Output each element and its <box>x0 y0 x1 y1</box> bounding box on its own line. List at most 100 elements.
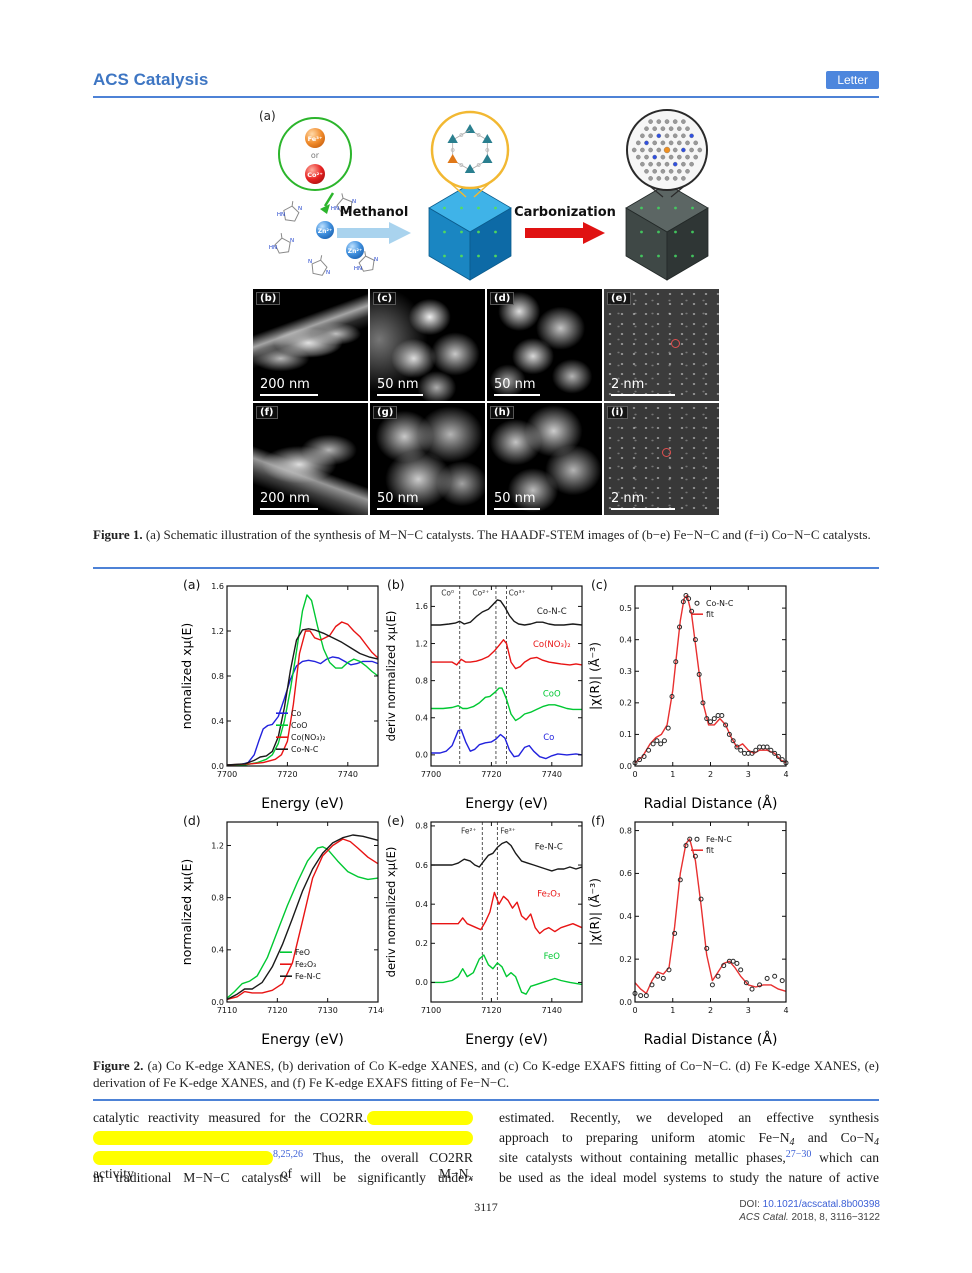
svg-text:normalized xμ(E): normalized xμ(E) <box>180 859 194 965</box>
svg-text:1.2: 1.2 <box>211 841 224 850</box>
svg-text:N: N <box>374 257 378 263</box>
zn-ion-1-label: Zn²⁺ <box>318 228 332 235</box>
svg-text:Fe-N-C: Fe-N-C <box>535 842 563 852</box>
figure2-panel-b: Co⁰ Co²⁺ Co³⁺ Co-N-C Co(NO₃)₂ CoO Co 7700 7720 77… <box>384 576 588 812</box>
highlight-bar <box>93 1131 473 1145</box>
body-text: be used as the ideal model systems to st… <box>499 1170 879 1185</box>
svg-text:Co-N-C: Co-N-C <box>706 599 734 608</box>
svg-text:7700: 7700 <box>421 770 441 779</box>
svg-text:fit: fit <box>706 610 714 619</box>
figure1a-schematic: (a) Fe³⁺ or Co²⁺ HN N HN N HN N N N <box>259 109 709 281</box>
svg-text:FeO: FeO <box>295 948 310 957</box>
panel-tag: (e) <box>607 292 631 305</box>
scale-bar-label: 2 nm <box>611 491 645 506</box>
citation-text: 2018, 8, 3116−3122 <box>791 1212 880 1223</box>
svg-text:0.0: 0.0 <box>211 762 224 771</box>
svg-text:7110: 7110 <box>217 1006 237 1015</box>
fe-ion-label: Fe³⁺ <box>308 135 323 143</box>
svg-text:7140: 7140 <box>542 1006 562 1015</box>
article-type-badge: Letter <box>826 71 879 89</box>
panel-tag: (b) <box>256 292 281 305</box>
svg-text:Energy (eV): Energy (eV) <box>261 796 344 812</box>
panel-tag: (c) <box>591 577 608 592</box>
svg-text:0.4: 0.4 <box>415 714 428 723</box>
stem-image-h: (h) 50 nm <box>487 403 602 515</box>
stem-image-b: (b) 200 nm <box>253 289 368 401</box>
svg-text:0: 0 <box>632 1006 637 1015</box>
panel-tag: (c) <box>373 292 397 305</box>
panel-tag: (a) <box>183 577 201 592</box>
chart-panel-a: 7700 7720 7740 0.0 0.4 0.8 1.2 1.6 Energy (eV) no… <box>180 582 379 812</box>
down-arrow-icon <box>323 192 335 207</box>
figure1-caption-lead: Figure 1. <box>93 527 143 542</box>
svg-text:|χ(R)| (Å⁻³): |χ(R)| (Å⁻³) <box>588 878 602 946</box>
svg-text:Co-N-C: Co-N-C <box>537 607 567 617</box>
svg-text:0.0: 0.0 <box>619 998 632 1007</box>
svg-text:HN: HN <box>331 206 339 212</box>
svg-text:N: N <box>326 270 330 276</box>
figure1: (a) Fe³⁺ or Co²⁺ HN N HN N HN N N N <box>253 104 719 515</box>
figure1-caption-text: (a) Schematic illustration of the synthe… <box>145 527 871 542</box>
scale-bar-label: 200 nm <box>260 377 310 392</box>
svg-text:1.6: 1.6 <box>211 582 224 591</box>
svg-text:3: 3 <box>746 1006 751 1015</box>
svg-text:0.4: 0.4 <box>211 717 224 726</box>
svg-text:Fe₂O₃: Fe₂O₃ <box>295 960 316 969</box>
svg-text:CoO: CoO <box>291 721 307 730</box>
svg-text:0.8: 0.8 <box>415 822 428 831</box>
svg-text:deriv normalized xμ(E): deriv normalized xμ(E) <box>384 611 398 742</box>
svg-text:normalized xμ(E): normalized xμ(E) <box>180 623 194 729</box>
figure2-panel-e: Fe²⁺ Fe³⁺ Fe-N-C Fe₂O₃ FeO 7100 7120 7140 0.0 0.2… <box>384 812 588 1048</box>
scale-bar <box>260 393 318 396</box>
svg-text:0.6: 0.6 <box>415 861 428 870</box>
framework-structure <box>447 124 493 173</box>
svg-text:Fe₂O₃: Fe₂O₃ <box>537 889 560 899</box>
svg-text:Energy (eV): Energy (eV) <box>465 1032 548 1048</box>
svg-text:Fe-N-C: Fe-N-C <box>706 835 732 844</box>
doi-link[interactable]: 10.1021/acscatal.8b00398 <box>762 1199 880 1210</box>
svg-text:0.8: 0.8 <box>211 672 224 681</box>
carbonization-label: Carbonization <box>514 205 616 220</box>
framework-magnifier <box>430 110 510 190</box>
journal-title: ACS Catalysis <box>93 70 209 89</box>
svg-text:1.6: 1.6 <box>415 602 428 611</box>
scale-bar-label: 50 nm <box>377 491 419 506</box>
svg-text:7720: 7720 <box>277 770 297 779</box>
svg-text:7120: 7120 <box>267 1006 287 1015</box>
page-header: ACS Catalysis Letter <box>93 70 879 98</box>
svg-text:fit: fit <box>706 846 714 855</box>
body-text-line: site catalysts without containing metall… <box>499 1149 879 1170</box>
body-text: Thus, the overall CO2RR activity of M−N <box>93 1150 473 1181</box>
body-text: in traditional M−N−C catalysts will be s… <box>93 1170 473 1185</box>
body-column-left: catalytic reactivity measured for the CO… <box>93 1110 473 1190</box>
body-text-line: catalytic reactivity measured for the CO… <box>93 1110 473 1130</box>
stem-image-g: (g) 50 nm <box>370 403 485 515</box>
zif8-site-dots <box>443 206 497 258</box>
or-label: or <box>311 151 320 160</box>
svg-text:Fe²⁺: Fe²⁺ <box>461 827 477 836</box>
scale-bar-label: 50 nm <box>494 377 536 392</box>
chart-panel-d: 7110 7120 7130 7140 0.0 0.4 0.8 1.2 Energy (eV) n… <box>180 821 384 1048</box>
reference-superscript: 27−30 <box>785 1149 812 1160</box>
doi-block: DOI: 10.1021/acscatal.8b00398 ACS Catal.… <box>739 1198 880 1224</box>
subscript: x <box>468 1173 473 1184</box>
scale-bar-label: 50 nm <box>377 377 419 392</box>
body-text: catalytic reactivity measured for the CO… <box>93 1110 879 1190</box>
single-atom-marker <box>661 447 671 457</box>
svg-text:Co: Co <box>291 709 301 718</box>
co-ion-label: Co²⁺ <box>307 171 323 179</box>
svg-text:0.2: 0.2 <box>619 955 632 964</box>
svg-text:0.6: 0.6 <box>619 869 632 878</box>
methanol-arrow-icon <box>337 222 411 244</box>
section-rule <box>93 567 879 569</box>
svg-text:7140: 7140 <box>368 1006 384 1015</box>
svg-text:1.2: 1.2 <box>415 639 428 648</box>
svg-text:0: 0 <box>632 770 637 779</box>
svg-text:2: 2 <box>708 1006 713 1015</box>
stem-image-grid: (b) 200 nm (c) 50 nm (d) 50 nm (e) 2 nm … <box>253 289 719 515</box>
svg-text:Fe³⁺: Fe³⁺ <box>500 827 516 836</box>
scale-bar <box>260 507 318 510</box>
figure2-panel-d: 7110 7120 7130 7140 0.0 0.4 0.8 1.2 Energy (eV) n… <box>180 812 384 1048</box>
scale-bar <box>377 507 423 510</box>
section-rule <box>93 1099 879 1101</box>
